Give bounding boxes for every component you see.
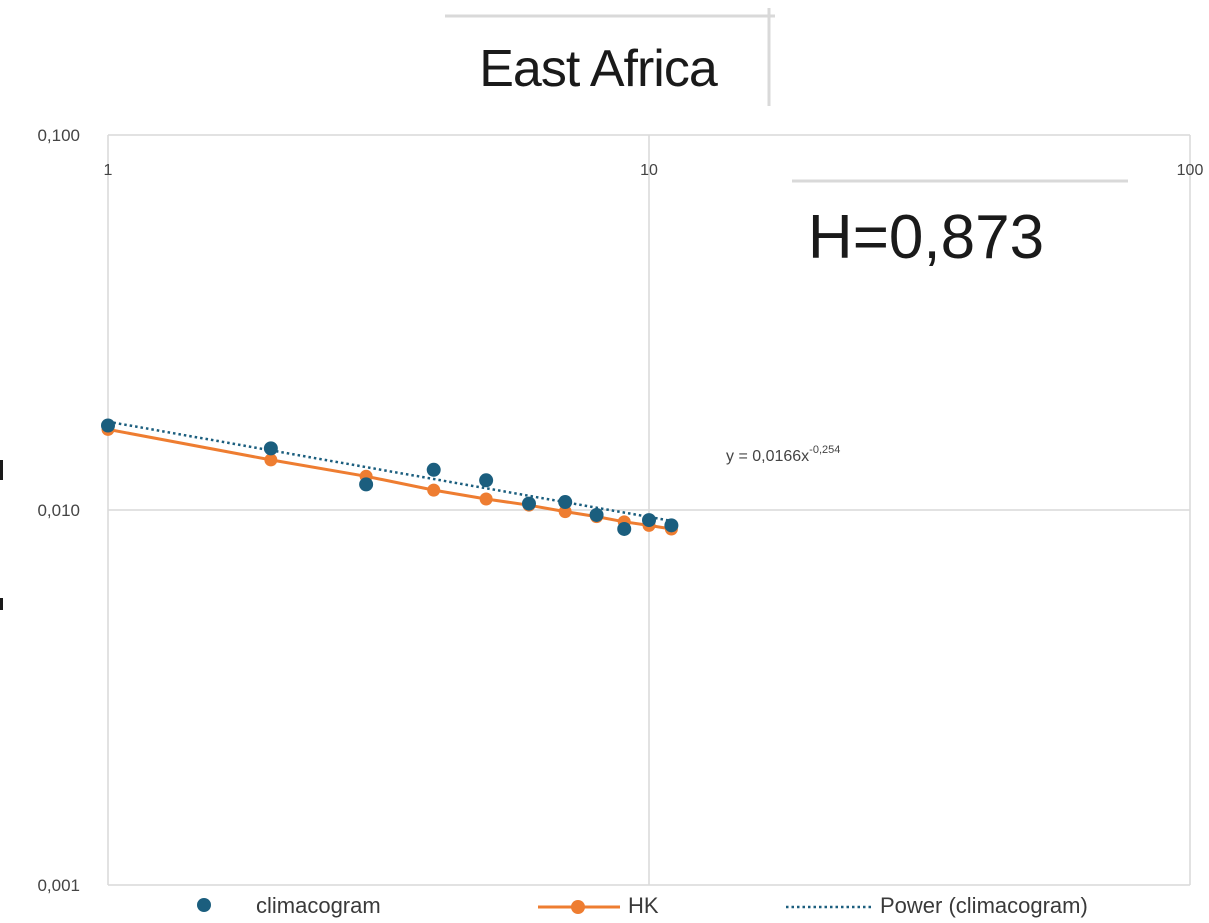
legend-label-power: Power (climacogram) xyxy=(880,893,1088,918)
y-tick-label: 0,010 xyxy=(37,501,80,520)
x-tick-labels: 1 10 100 xyxy=(104,162,1204,179)
hk-point xyxy=(479,492,493,506)
trendline-equation: y = 0,0166x-0,254 xyxy=(726,444,840,465)
hk-point xyxy=(427,483,441,497)
legend-marker-climacogram xyxy=(197,898,211,912)
climacogram-point xyxy=(359,477,374,492)
climacogram-point xyxy=(101,418,115,433)
trendline-equation-base: y = 0,0166x xyxy=(726,448,809,465)
x-tick-label: 1 xyxy=(104,162,113,179)
legend-marker-hk xyxy=(571,900,585,914)
climacogram-point xyxy=(263,441,278,456)
climacogram-point xyxy=(664,518,679,533)
climacogram-point xyxy=(642,513,656,528)
legend-label-climacogram: climacogram xyxy=(256,893,381,918)
climacogram-point xyxy=(558,495,573,510)
y-tick-label: 0,001 xyxy=(37,876,80,895)
y-tick-label: 0,100 xyxy=(37,126,80,145)
edge-mark xyxy=(0,598,3,610)
chart-title: East Africa xyxy=(479,40,718,98)
trendline-equation-exponent: -0,254 xyxy=(809,444,840,456)
legend: climacogram HK Power (climacogram) xyxy=(197,893,1088,918)
climacogram-point xyxy=(521,496,536,511)
series-hk-line xyxy=(107,427,672,531)
grid-lines xyxy=(107,134,1191,886)
series-power-trendline xyxy=(107,420,672,523)
hk-point xyxy=(558,505,572,519)
climacogram-point xyxy=(426,462,441,477)
edge-mark xyxy=(0,460,3,480)
climacogram-point xyxy=(479,473,494,488)
x-tick-label: 10 xyxy=(640,162,658,179)
hurst-annotation: H=0,873 xyxy=(808,203,1044,272)
x-tick-label: 100 xyxy=(1177,162,1204,179)
y-tick-labels: 0,100 0,010 0,001 xyxy=(37,126,80,895)
climacogram-point xyxy=(617,521,632,536)
legend-label-hk: HK xyxy=(628,893,659,918)
hk-point xyxy=(264,453,278,467)
climacogram-point xyxy=(589,507,604,522)
plot-series xyxy=(101,418,679,536)
